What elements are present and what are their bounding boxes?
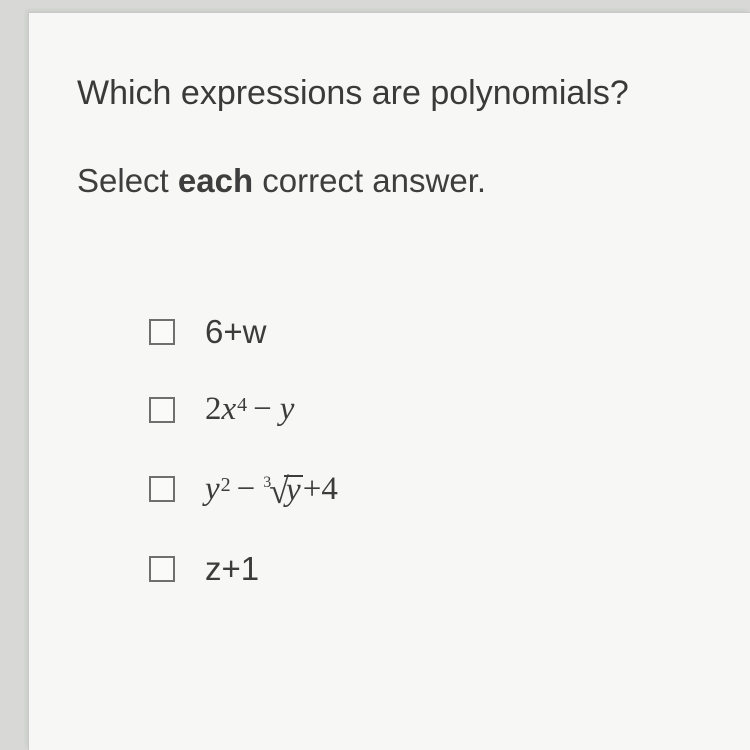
question-card: Which expressions are polynomials? Selec… xyxy=(28,12,750,750)
constant: 4 xyxy=(321,471,338,508)
instruction-text: Select each correct answer. xyxy=(77,159,710,204)
checkbox[interactable] xyxy=(149,319,175,345)
checkbox[interactable] xyxy=(149,476,175,502)
operator: − xyxy=(231,471,264,508)
variable: z xyxy=(205,550,222,588)
option-expression: 6 + w xyxy=(205,313,266,351)
instruction-bold: each xyxy=(178,162,253,199)
option-expression: 2x4 − y xyxy=(205,391,294,428)
variable: w xyxy=(243,313,267,351)
exponent: 2 xyxy=(221,474,231,497)
option-expression: y2 − 3√y + 4 xyxy=(205,468,338,510)
radical-icon: √ xyxy=(269,470,289,512)
operator: + xyxy=(222,550,241,588)
coef: 6 xyxy=(205,313,223,351)
exponent: 4 xyxy=(237,394,247,417)
checkbox[interactable] xyxy=(149,556,175,582)
question-text: Which expressions are polynomials? xyxy=(77,71,710,117)
variable: y xyxy=(205,471,220,508)
options-list: 6 + w 2x4 − y y2 − 3√y + 4 xyxy=(77,313,710,588)
option-row[interactable]: 2x4 − y xyxy=(149,391,710,428)
instruction-prefix: Select xyxy=(77,162,178,199)
variable: x xyxy=(222,391,237,428)
option-row[interactable]: 6 + w xyxy=(149,313,710,351)
constant: 1 xyxy=(241,550,259,588)
variable: y xyxy=(280,391,295,428)
instruction-suffix: correct answer. xyxy=(253,162,486,199)
option-row[interactable]: z + 1 xyxy=(149,550,710,588)
checkbox[interactable] xyxy=(149,397,175,423)
operator: + xyxy=(303,471,322,508)
operator: + xyxy=(223,313,242,351)
operator: − xyxy=(247,391,280,428)
option-row[interactable]: y2 − 3√y + 4 xyxy=(149,468,710,510)
coef: 2 xyxy=(205,391,222,428)
option-expression: z + 1 xyxy=(205,550,259,588)
